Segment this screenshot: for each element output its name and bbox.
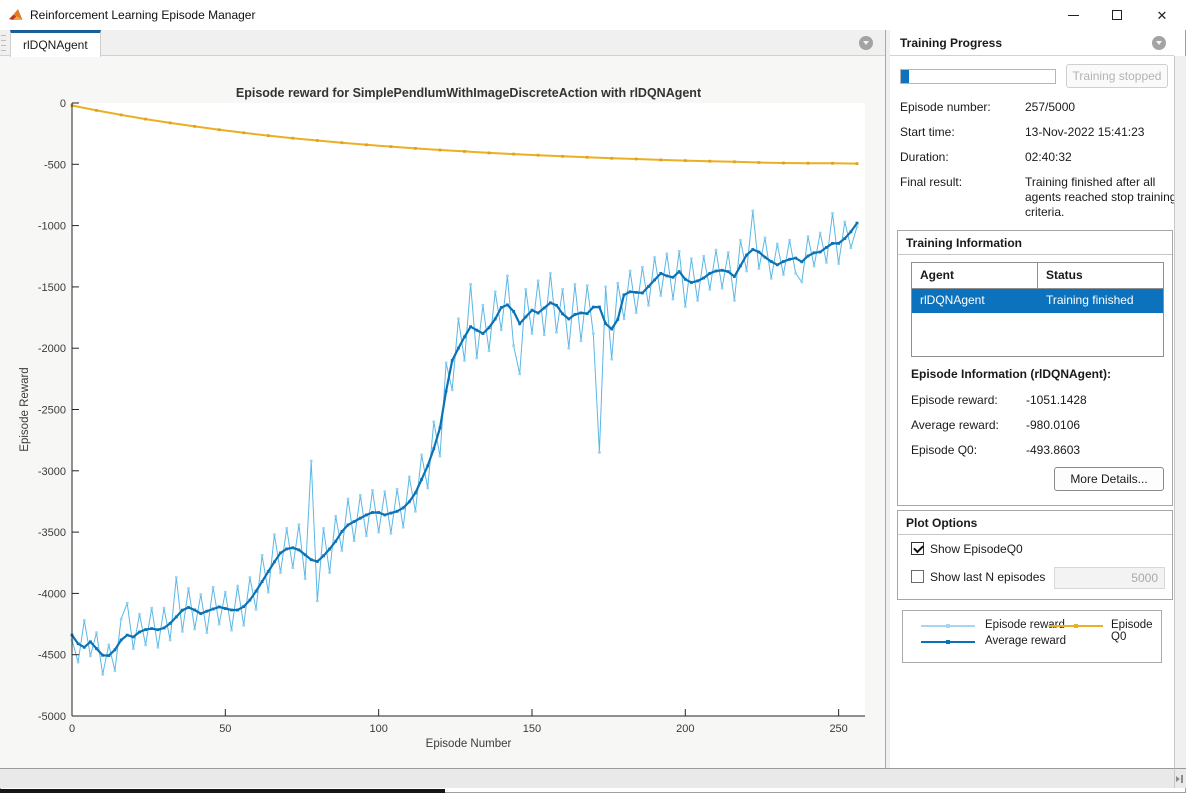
start-time-label: Start time: xyxy=(900,125,955,139)
show-episodeq0-label: Show EpisodeQ0 xyxy=(930,542,1023,556)
tab-label: rlDQNAgent xyxy=(23,38,88,52)
training-progress-header: Training Progress xyxy=(890,30,1174,56)
show-last-n-checkbox[interactable] xyxy=(911,570,924,583)
agent-cell: rlDQNAgent xyxy=(912,289,1038,313)
training-stopped-button[interactable]: Training stopped xyxy=(1066,64,1168,88)
maximize-icon xyxy=(1112,10,1122,20)
tab-bar: rlDQNAgent xyxy=(0,30,885,57)
chart-legend: Episode reward Average reward Episode Q0 xyxy=(902,610,1162,663)
episode-reward-legend-line xyxy=(921,624,975,628)
average-reward-legend-label: Average reward xyxy=(985,635,1066,647)
svg-text:100: 100 xyxy=(369,723,387,735)
episode-number-value: 257/5000 xyxy=(1025,100,1076,114)
expand-panel-icon[interactable] xyxy=(1176,775,1184,783)
training-information-title: Training Information xyxy=(898,231,1172,255)
window-title: Reinforcement Learning Episode Manager xyxy=(30,8,256,22)
episode-q0-value: -493.8603 xyxy=(1026,443,1081,457)
training-progress-panel: Training Progress Training stopped Episo… xyxy=(890,30,1177,768)
average-reward-value: -980.0106 xyxy=(1026,418,1081,432)
duration-value: 02:40:32 xyxy=(1025,150,1072,164)
svg-text:-4500: -4500 xyxy=(38,650,66,662)
svg-text:-500: -500 xyxy=(44,159,66,171)
agent-column-header: Agent xyxy=(912,263,1038,288)
training-information-group: Training Information Agent Status rlDQNA… xyxy=(897,230,1173,506)
svg-text:-3000: -3000 xyxy=(38,466,66,478)
start-time-value: 13-Nov-2022 15:41:23 xyxy=(1025,125,1145,139)
close-icon: ✕ xyxy=(1156,7,1168,23)
final-result-label: Final result: xyxy=(900,175,963,189)
final-result-value: Training finished after all agents reach… xyxy=(1025,175,1177,220)
table-header-row: Agent Status xyxy=(912,263,1163,289)
right-scroll-gutter[interactable] xyxy=(1174,56,1186,768)
svg-text:200: 200 xyxy=(676,723,694,735)
show-last-n-label: Show last N episodes xyxy=(930,570,1046,584)
x-axis-label: Episode Number xyxy=(426,738,512,750)
matlab-icon xyxy=(9,9,23,20)
minimize-icon xyxy=(1067,14,1079,16)
status-cell: Training finished xyxy=(1046,293,1134,307)
svg-text:-5000: -5000 xyxy=(38,711,66,723)
chart-title: Episode reward for SimplePendlumWithImag… xyxy=(236,86,702,100)
agent-status-table: Agent Status rlDQNAgent Training finishe… xyxy=(911,262,1164,357)
svg-text:-1000: -1000 xyxy=(38,221,66,233)
y-axis-label: Episode Reward xyxy=(19,367,31,451)
svg-text:-1500: -1500 xyxy=(38,282,66,294)
svg-text:0: 0 xyxy=(60,98,66,110)
training-progress-collapse-button[interactable] xyxy=(1152,36,1166,50)
last-n-episodes-input[interactable] xyxy=(1054,567,1165,589)
duration-label: Duration: xyxy=(900,150,949,164)
episode-q0-legend-line xyxy=(1049,624,1103,628)
episode-q0-legend-label: Episode Q0 xyxy=(1111,619,1153,643)
svg-text:150: 150 xyxy=(523,723,541,735)
training-progress-bar xyxy=(900,69,1056,84)
episode-reward-legend-label: Episode reward xyxy=(985,619,1065,631)
svg-text:-4000: -4000 xyxy=(38,588,66,600)
plot-options-title: Plot Options xyxy=(898,511,1172,535)
status-bar-corner xyxy=(1174,768,1186,788)
chart-panel-collapse-button[interactable] xyxy=(859,36,873,50)
svg-text:-2500: -2500 xyxy=(38,405,66,417)
markers-average_reward xyxy=(70,221,859,657)
svg-text:-2000: -2000 xyxy=(38,343,66,355)
svg-text:50: 50 xyxy=(219,723,231,735)
close-button[interactable]: ✕ xyxy=(1140,0,1184,30)
markers-episode_reward xyxy=(70,209,859,676)
more-details-button[interactable]: More Details... xyxy=(1054,467,1164,491)
episode-reward-chart: 0 50 100 150 200 250 0 -500 -1000 -1500 -2000 -2500… xyxy=(19,86,865,750)
minimize-button[interactable] xyxy=(1051,0,1095,30)
chart-figure: 0 50 100 150 200 250 0 -500 -1000 -1500 -2000 -2500… xyxy=(0,56,885,768)
status-bar xyxy=(0,768,1174,788)
average-reward-legend-line xyxy=(921,640,975,644)
show-episodeq0-checkbox[interactable] xyxy=(911,542,924,555)
svg-text:250: 250 xyxy=(829,723,847,735)
panel-divider[interactable] xyxy=(885,30,890,788)
tab-rldqnagent[interactable]: rlDQNAgent xyxy=(10,30,101,57)
svg-text:0: 0 xyxy=(69,723,75,735)
title-bar: Reinforcement Learning Episode Manager ✕ xyxy=(0,0,1186,30)
episode-q0-label: Episode Q0: xyxy=(911,443,978,457)
episode-reward-value: -1051.1428 xyxy=(1026,393,1087,407)
table-row[interactable]: rlDQNAgent Training finished xyxy=(912,289,1163,313)
episode-reward-label: Episode reward: xyxy=(911,393,998,407)
training-progress-fill xyxy=(901,70,909,83)
panel-grip[interactable] xyxy=(1,35,7,51)
training-progress-title: Training Progress xyxy=(900,36,1003,50)
svg-text:-3500: -3500 xyxy=(38,527,66,539)
maximize-button[interactable] xyxy=(1095,0,1139,30)
episode-information-title: Episode Information (rlDQNAgent): xyxy=(911,367,1111,381)
bottom-dark-strip xyxy=(0,789,445,793)
status-column-header: Status xyxy=(1046,268,1083,282)
average-reward-label: Average reward: xyxy=(911,418,999,432)
plot-options-group: Plot Options Show EpisodeQ0 Show last N … xyxy=(897,510,1173,600)
episode-number-label: Episode number: xyxy=(900,100,991,114)
